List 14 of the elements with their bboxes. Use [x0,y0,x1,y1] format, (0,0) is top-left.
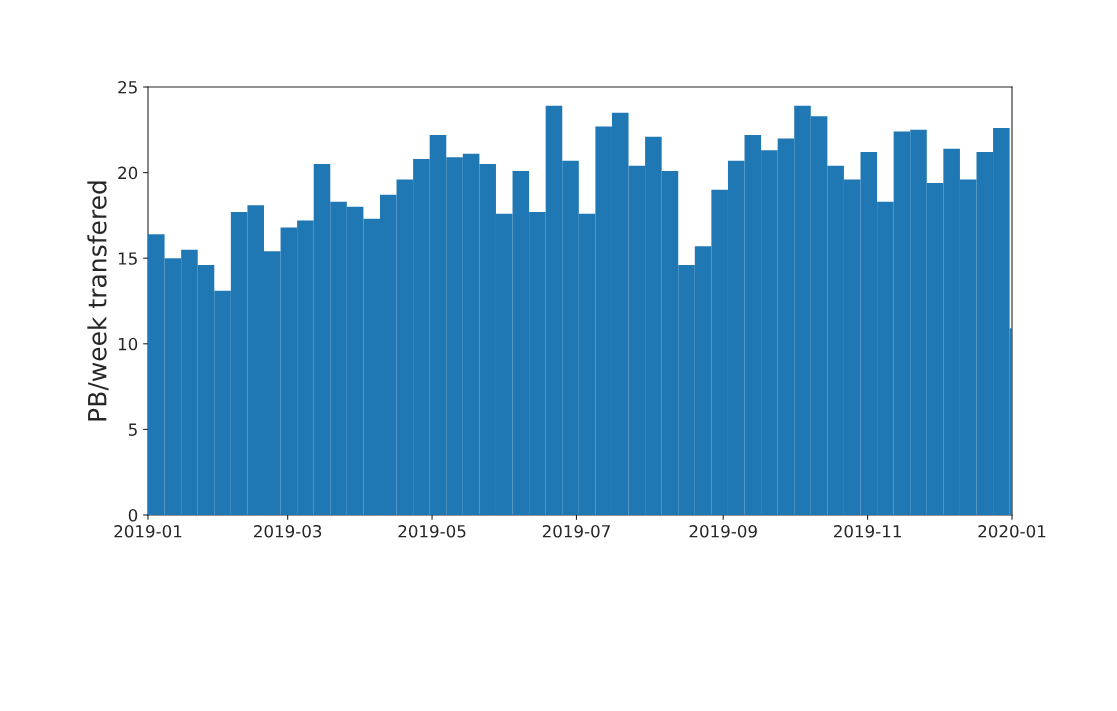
x-tick-label: 2019-07 [542,524,610,538]
y-tick-label: 10 [118,337,138,351]
y-tick-label: 15 [118,252,137,265]
y-tick-label: 5 [128,423,137,436]
x-tick-label: 2019-01 [114,524,182,538]
x-tick-label: 2019-03 [254,524,322,538]
y-tick-label: 20 [118,166,138,180]
x-tick-label: 2019-09 [689,524,757,538]
x-tick-label: 2019-11 [834,524,901,538]
x-tick-label: 2019-05 [398,524,466,538]
x-tick-label: 2020-01 [978,524,1046,538]
y-axis-title: PB/week transfered [87,181,109,421]
y-tick-label: 25 [118,80,137,94]
y-tick-label: 0 [128,508,138,522]
